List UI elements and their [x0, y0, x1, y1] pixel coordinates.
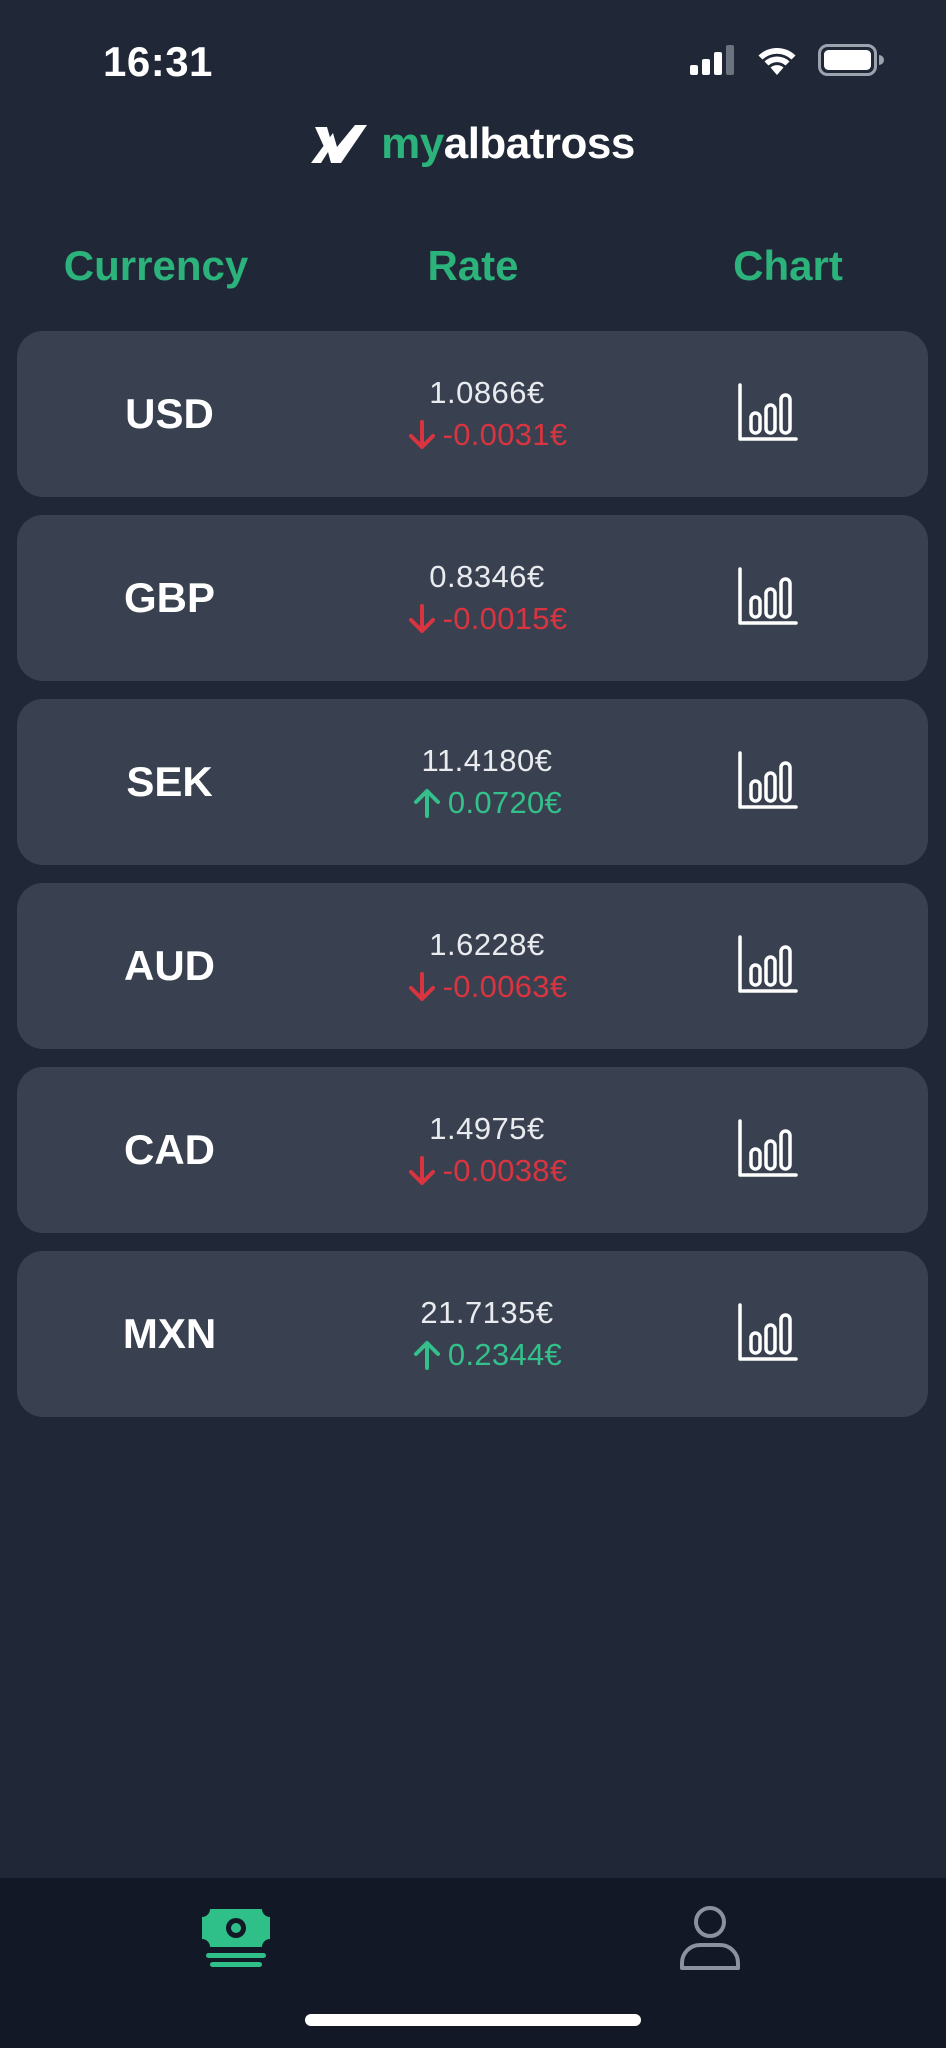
bar-chart-icon — [738, 383, 798, 441]
status-bar: 16:31 — [0, 0, 946, 120]
column-header-rate: Rate — [427, 242, 519, 289]
arrow-down-icon — [408, 420, 435, 449]
rate-row-usd[interactable]: USD 1.0866€ -0.0031€ — [17, 331, 928, 497]
wifi-icon — [758, 47, 796, 75]
rate-cell: 0.8346€ -0.0015€ — [322, 515, 652, 681]
currency-code: AUD — [124, 942, 215, 989]
albatross-logo-icon — [311, 125, 368, 163]
rate-change-value: 0.0720€ — [447, 785, 563, 820]
rate-row-aud[interactable]: AUD 1.6228€ -0.0063€ — [17, 883, 928, 1049]
rate-value: 1.6228€ — [429, 927, 545, 962]
currency-code: MXN — [122, 1310, 217, 1357]
status-time: 16:31 — [103, 38, 213, 85]
app-logo: myalbatross — [311, 119, 635, 169]
currency-code: SEK — [126, 758, 213, 805]
chart-button[interactable] — [737, 1301, 799, 1363]
rate-change: -0.0015€ — [407, 601, 568, 637]
rate-cell: 1.0866€ -0.0031€ — [322, 331, 652, 497]
rate-row-gbp[interactable]: GBP 0.8346€ -0.0015€ — [17, 515, 928, 681]
currency-code: USD — [125, 390, 214, 437]
rate-value: 1.0866€ — [429, 375, 545, 410]
user-icon — [680, 1906, 740, 1970]
bar-chart-icon — [738, 751, 798, 809]
status-icons — [690, 44, 884, 76]
arrow-down-icon — [408, 972, 435, 1001]
rate-value: 11.4180€ — [421, 743, 553, 778]
money-icon — [202, 1909, 270, 1967]
arrow-up-icon — [413, 789, 440, 818]
chart-button[interactable] — [737, 1117, 799, 1179]
rate-row-mxn[interactable]: MXN 21.7135€ 0.2344€ — [17, 1251, 928, 1417]
rate-change-value: 0.2344€ — [447, 1337, 563, 1372]
bar-chart-icon — [738, 935, 798, 993]
rate-cell: 11.4180€ 0.0720€ — [322, 699, 652, 865]
battery-icon — [818, 44, 884, 76]
rate-change-value: -0.0063€ — [442, 969, 568, 1004]
arrow-down-icon — [408, 604, 435, 633]
rate-change-value: -0.0015€ — [442, 601, 568, 636]
rate-cell: 21.7135€ 0.2344€ — [322, 1251, 652, 1417]
home-indicator — [305, 2014, 641, 2026]
currency-code: CAD — [124, 1126, 215, 1173]
rate-value: 1.4975€ — [429, 1111, 545, 1146]
rate-list: USD 1.0866€ -0.0031€ GBP 0.8346€ -0.0015… — [17, 331, 928, 1435]
chart-button[interactable] — [737, 933, 799, 995]
chart-button[interactable] — [737, 565, 799, 627]
cellular-signal-icon — [690, 45, 734, 75]
rate-value: 21.7135€ — [420, 1295, 554, 1330]
rate-row-cad[interactable]: CAD 1.4975€ -0.0038€ — [17, 1067, 928, 1233]
rate-change: -0.0038€ — [407, 1153, 568, 1189]
bar-chart-icon — [738, 1303, 798, 1361]
rate-change: -0.0063€ — [407, 969, 568, 1005]
app-header: myalbatross — [0, 112, 946, 176]
currency-code: GBP — [123, 574, 215, 621]
column-header-currency: Currency — [63, 242, 249, 289]
logo-prefix: my — [381, 119, 444, 168]
arrow-up-icon — [413, 1341, 440, 1370]
bar-chart-icon — [738, 1119, 798, 1177]
rate-value: 0.8346€ — [429, 559, 545, 594]
chart-button[interactable] — [737, 749, 799, 811]
nav-rates[interactable] — [196, 1898, 276, 1978]
rate-change-value: -0.0031€ — [442, 417, 568, 452]
column-headers: Currency Rate Chart — [0, 236, 946, 296]
rate-row-sek[interactable]: SEK 11.4180€ 0.0720€ — [17, 699, 928, 865]
rate-change: -0.0031€ — [407, 417, 568, 453]
column-header-chart: Chart — [733, 242, 843, 289]
arrow-down-icon — [408, 1156, 435, 1185]
logo-suffix: albatross — [443, 119, 636, 168]
rate-change-value: -0.0038€ — [442, 1153, 568, 1188]
chart-button[interactable] — [737, 381, 799, 443]
rate-change: 0.0720€ — [412, 785, 562, 821]
rate-change: 0.2344€ — [412, 1337, 562, 1373]
bar-chart-icon — [738, 567, 798, 625]
app-logo-text: myalbatross — [381, 119, 635, 169]
rate-cell: 1.6228€ -0.0063€ — [322, 883, 652, 1049]
rate-cell: 1.4975€ -0.0038€ — [322, 1067, 652, 1233]
nav-profile[interactable] — [670, 1898, 750, 1978]
